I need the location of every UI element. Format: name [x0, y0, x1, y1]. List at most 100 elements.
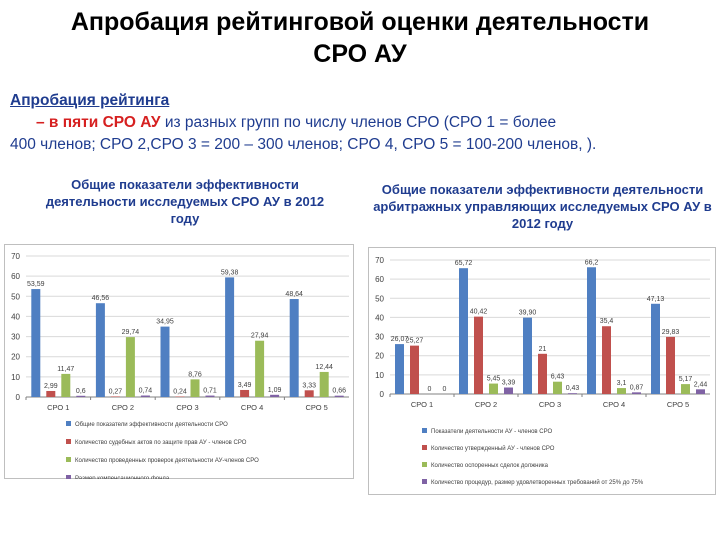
legend-entry: Количество процедур, размер удовлетворен… [431, 479, 644, 486]
data-label: 47,13 [647, 296, 665, 303]
x-tick-label: СРО 4 [241, 403, 263, 412]
bar [523, 317, 532, 394]
x-tick-label: СРО 2 [475, 400, 497, 409]
y-tick-label: 10 [11, 373, 20, 382]
data-label: 40,42 [470, 309, 488, 316]
bar [666, 336, 675, 394]
bar [410, 345, 419, 394]
legend-swatch [66, 457, 71, 462]
bar [225, 277, 235, 397]
data-label: 29,74 [122, 329, 140, 336]
legend-swatch [422, 445, 427, 450]
y-tick-label: 40 [375, 313, 384, 322]
legend-entry: Количество утвержденный АУ - членов СРО [431, 445, 555, 452]
x-tick-label: СРО 5 [667, 400, 689, 409]
data-label: 2,99 [44, 383, 58, 390]
data-label: 0,66 [332, 388, 346, 395]
bar [319, 371, 329, 397]
data-label: 34,95 [156, 319, 174, 326]
intro-line-2: 400 членов; СРО 2,СРО 3 = 200 – 300 член… [10, 136, 597, 153]
data-label: 39,90 [519, 310, 537, 317]
bar [489, 383, 498, 394]
y-tick-label: 50 [375, 294, 384, 303]
title-line-2: СРО АУ [313, 40, 407, 68]
y-tick-label: 0 [16, 393, 21, 402]
data-label: 0 [443, 386, 447, 393]
bar [538, 353, 547, 394]
data-label: 27,94 [251, 333, 269, 340]
bar [395, 344, 404, 394]
bar [140, 395, 150, 397]
bar [681, 384, 690, 394]
y-tick-label: 40 [11, 312, 20, 321]
bar [240, 389, 250, 397]
data-label: 0,87 [630, 384, 644, 391]
y-tick-label: 20 [11, 353, 20, 362]
data-label: 46,56 [92, 295, 110, 302]
legend-swatch [422, 428, 427, 433]
bar [110, 396, 120, 397]
data-label: 12,44 [315, 364, 333, 371]
legend-swatch [66, 439, 71, 444]
data-label: 3,33 [302, 382, 316, 389]
bar [95, 303, 105, 397]
data-label: 0,24 [173, 389, 187, 396]
bar [125, 337, 135, 397]
bar [602, 326, 611, 394]
x-tick-label: СРО 5 [306, 403, 328, 412]
left-chart: 0 10 20 30 40 50 60 70 53,59 2,99 11,47 0,6 СРО 1 46,… [4, 244, 354, 484]
legend-entry: Общие показатели эффективности деятельно… [75, 422, 228, 428]
bar [459, 268, 468, 394]
bar [76, 395, 86, 397]
data-label: 35,4 [600, 318, 614, 325]
x-tick-label: СРО 3 [176, 403, 198, 412]
data-label: 5,17 [679, 376, 693, 383]
bar [46, 390, 56, 397]
data-label: 11,47 [57, 366, 74, 373]
data-label: 66,2 [585, 259, 599, 266]
bar [31, 289, 41, 397]
y-tick-label: 70 [11, 252, 20, 261]
bar [289, 299, 299, 397]
data-label: 3,49 [238, 382, 252, 389]
data-label: 21 [539, 346, 547, 353]
bar [504, 387, 513, 394]
y-tick-label: 30 [11, 333, 20, 342]
y-tick-label: 0 [380, 390, 385, 399]
right-chart: 0 10 20 30 40 50 60 70 26,07 25,27 0 0 СРО 1 65,72 40,… [368, 247, 716, 500]
y-tick-label: 30 [375, 333, 384, 342]
data-label: 59,38 [221, 269, 239, 276]
x-tick-label: СРО 1 [411, 400, 433, 409]
legend-entry: Размер компенсационного фонда [75, 476, 170, 479]
y-tick-label: 70 [375, 256, 384, 265]
data-label: 2,44 [694, 381, 708, 388]
left-chart-svg: 0 10 20 30 40 50 60 70 53,59 2,99 11,47 0,6 СРО 1 46,… [4, 244, 354, 482]
right-chart-heading: Общие показатели эффективности деятельно… [373, 182, 712, 231]
bar [568, 393, 577, 394]
x-tick-label: СРО 1 [47, 403, 69, 412]
bar [270, 394, 280, 397]
y-tick-label: 60 [375, 275, 384, 284]
intro-text: Апробация рейтинга – в пяти СРО АУ из ра… [10, 90, 710, 156]
data-label: 53,59 [27, 281, 45, 288]
data-label: 0,74 [139, 388, 153, 395]
bar [587, 267, 596, 394]
y-tick-label: 60 [11, 272, 20, 281]
bar [696, 389, 705, 394]
bar [160, 326, 170, 397]
bar [61, 373, 71, 397]
legend-swatch [422, 462, 427, 467]
intro-dash: – в пяти СРО АУ [36, 114, 161, 131]
x-tick-label: СРО 2 [112, 403, 134, 412]
bar [651, 303, 660, 394]
data-label: 6,43 [551, 374, 565, 381]
bar [255, 340, 265, 397]
data-label: 3,1 [617, 380, 627, 387]
bar [334, 395, 344, 397]
data-label: 25,27 [406, 338, 424, 345]
bar [304, 390, 314, 397]
intro-rest: из разных групп по числу членов СРО (СРО… [160, 114, 557, 131]
data-label: 29,83 [662, 329, 680, 336]
left-chart-heading: Общие показатели эффективности деятельно… [45, 177, 325, 226]
